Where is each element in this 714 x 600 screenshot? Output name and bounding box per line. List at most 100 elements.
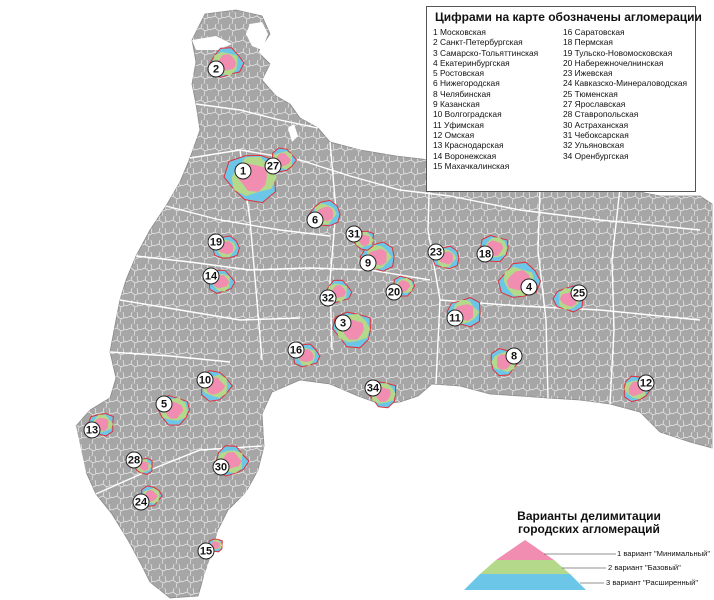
- agglomeration-marker: 24: [132, 493, 150, 511]
- agglomeration-marker: 1: [234, 162, 252, 180]
- marker-circle: [132, 493, 150, 511]
- marker-number: 27: [267, 161, 279, 173]
- agglomeration-marker: 5: [155, 395, 173, 413]
- legend-column-left: 1 Московская 2 Санкт-Петербургская 3 Самар…: [433, 27, 559, 171]
- variants-title: Варианты делимитации городских агломерац…: [494, 510, 684, 536]
- marker-number: 9: [365, 258, 371, 270]
- marker-number: 14: [205, 271, 218, 283]
- marker-circle: [345, 225, 363, 243]
- water-bodies: [60, 22, 300, 600]
- agglomeration-marker: 2: [207, 60, 225, 78]
- legend-item: 32 Ульяновская: [563, 140, 625, 151]
- pyramid-base-extended: [464, 574, 586, 590]
- marker-number: 16: [290, 345, 302, 357]
- agglomeration-marker: 4: [520, 278, 538, 296]
- legend-title: Цифрами на карте обозначены агломерации: [435, 10, 702, 24]
- agglomeration-marker: 3: [334, 314, 352, 332]
- agglomeration-marker: 9: [359, 254, 377, 272]
- marker-number: 4: [526, 282, 533, 294]
- variant-label-minimal: 1 вариант "Минимальный": [617, 549, 711, 558]
- gulf-of-finland: [192, 36, 232, 50]
- agglomeration-marker: 28: [125, 451, 143, 469]
- agglomeration-marker: 11: [446, 309, 464, 327]
- legend-item: 20 Набережночелнинская: [563, 57, 664, 68]
- pyramid-top-minimal: [496, 540, 554, 560]
- legend-item: 1 Московская: [433, 27, 486, 37]
- legend-item: 3 Самарско-Тольяттинская: [433, 47, 539, 58]
- marker-circle: [520, 278, 538, 296]
- marker-circle: [334, 314, 352, 332]
- marker-number: 19: [210, 237, 222, 249]
- legend-item: 5 Ростовская: [433, 68, 485, 79]
- marker-circle: [197, 542, 215, 560]
- marker-circle: [319, 289, 337, 307]
- legend-item: 13 Краснодарская: [433, 140, 504, 151]
- marker-number: 25: [573, 288, 585, 300]
- variant-label-extended: 3 вариант "Расширенный": [606, 578, 699, 587]
- region-borders: [95, 103, 701, 495]
- agglomeration-area-minimal: [211, 541, 220, 549]
- marker-number: 18: [479, 249, 491, 261]
- agglomeration-marker: 14: [202, 267, 220, 285]
- agglomeration-marker: 12: [637, 374, 655, 392]
- legend-item: 31 Чебоксарская: [563, 129, 629, 140]
- marker-number: 28: [128, 455, 140, 467]
- marker-circle: [446, 309, 464, 327]
- agglomeration-legend: Цифрами на карте обозначены агломерации …: [426, 6, 702, 192]
- legend-item: 28 Ставропольская: [563, 109, 639, 120]
- legend-item: 18 Пермская: [563, 37, 613, 48]
- black-sea: [60, 426, 86, 472]
- legend-item: 10 Волгоградская: [433, 109, 502, 120]
- marker-number: 12: [640, 378, 652, 390]
- legend-item: 6 Нижегородская: [433, 78, 500, 89]
- agglomeration-marker: 25: [570, 284, 588, 302]
- marker-number: 13: [86, 425, 98, 437]
- variants-pyramid: [464, 540, 616, 590]
- marker-number: 6: [312, 215, 318, 227]
- marker-circle: [306, 211, 324, 229]
- marker-circle: [207, 233, 225, 251]
- agglomeration-marker: 8: [505, 347, 523, 365]
- legend-item: 24 Кавказско-Минераловодская: [563, 78, 688, 89]
- variant-label-base: 2 вариант "Базовый": [608, 563, 681, 572]
- legend-item: 14 Воронежская: [433, 150, 497, 161]
- agglomeration-markers: 1234568910111213141516181920232425272830…: [83, 60, 655, 560]
- legend-item: 9 Казанская: [433, 99, 480, 110]
- agglomeration-marker: 6: [306, 211, 324, 229]
- agglomeration-marker: 32: [319, 289, 337, 307]
- marker-circle: [570, 284, 588, 302]
- marker-circle: [196, 371, 214, 389]
- caspian-sea: [198, 470, 300, 600]
- marker-circle: [125, 451, 143, 469]
- marker-number: 34: [367, 383, 380, 395]
- marker-circle: [287, 341, 305, 359]
- agglomeration-marker: 34: [364, 379, 382, 397]
- marker-number: 31: [348, 229, 360, 241]
- agglomeration-marker: 16: [287, 341, 305, 359]
- marker-number: 5: [161, 399, 167, 411]
- legend-item: 27 Ярославская: [563, 99, 626, 110]
- marker-circle: [202, 267, 220, 285]
- marker-circle: [212, 458, 230, 476]
- marker-circle: [385, 283, 403, 301]
- marker-number: 32: [322, 293, 334, 305]
- agglomeration-marker: 18: [476, 245, 494, 263]
- agglomeration-marker: 19: [207, 233, 225, 251]
- legend-item: 12 Омская: [433, 129, 475, 140]
- marker-number: 24: [135, 497, 148, 509]
- marker-circle: [505, 347, 523, 365]
- agglomeration-marker: 20: [385, 283, 403, 301]
- delimitation-variants-legend: Варианты делимитации городских агломерац…: [444, 506, 710, 596]
- marker-number: 10: [199, 375, 211, 387]
- lake-ladoga: [246, 22, 268, 50]
- rybinsk-reservoir: [288, 124, 298, 142]
- agglomeration-marker: 13: [83, 421, 101, 439]
- marker-circle: [207, 60, 225, 78]
- marker-circle: [427, 243, 445, 261]
- legend-item: 11 Уфимская: [433, 119, 484, 130]
- agglomeration-marker: 23: [427, 243, 445, 261]
- marker-circle: [476, 245, 494, 263]
- marker-number: 1: [240, 166, 246, 178]
- legend-item: 2 Санкт-Петербургская: [433, 37, 523, 48]
